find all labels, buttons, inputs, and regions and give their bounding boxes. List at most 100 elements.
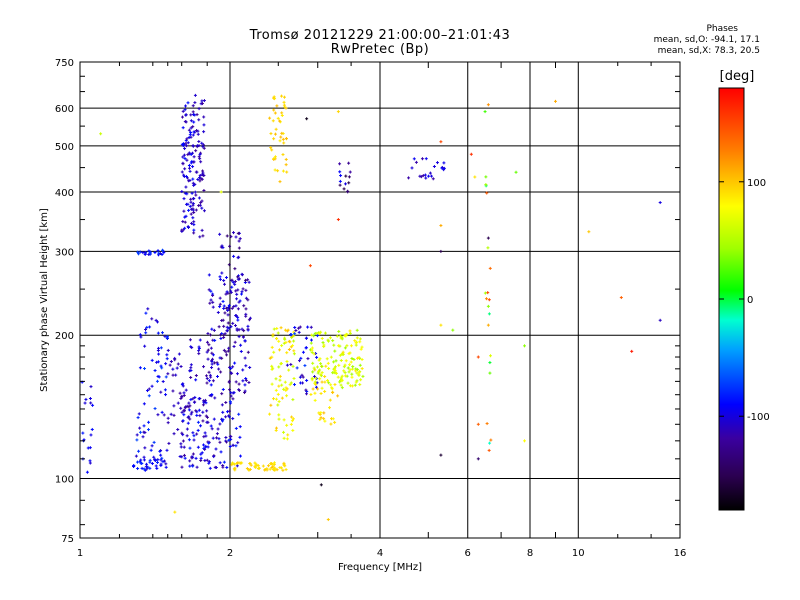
echo-point (340, 337, 344, 341)
echo-point (315, 381, 319, 385)
echo-point (360, 357, 364, 361)
echo-point (430, 174, 434, 178)
echo-point (150, 317, 154, 321)
echo-point (346, 381, 350, 385)
echo-point (279, 326, 283, 330)
echo-point (183, 456, 187, 460)
echo-point (295, 366, 299, 370)
echo-point (229, 391, 233, 395)
echo-point (219, 190, 223, 194)
echo-point (248, 462, 252, 466)
echo-point (88, 397, 92, 401)
echo-point (166, 421, 170, 425)
echo-point (148, 251, 152, 255)
echo-point (190, 346, 194, 350)
echo-point (189, 130, 193, 134)
echo-point (357, 356, 361, 360)
echo-point (149, 448, 153, 452)
echo-point (451, 328, 455, 332)
echo-point (184, 138, 188, 142)
echo-point (336, 394, 340, 398)
echo-point (186, 202, 190, 206)
echo-point (199, 424, 203, 428)
echo-point (217, 367, 221, 371)
echo-point (161, 460, 165, 464)
echo-point (188, 404, 192, 408)
echo-point (147, 420, 151, 424)
echo-point (218, 302, 222, 306)
echo-point (291, 364, 295, 368)
echo-point (211, 353, 215, 357)
echo-point (179, 406, 183, 410)
echo-point (303, 364, 307, 368)
echo-point (292, 330, 296, 334)
echo-point (146, 307, 150, 311)
echo-point (233, 324, 237, 328)
echo-point (339, 336, 343, 340)
echo-point (220, 271, 224, 275)
echo-point (268, 467, 272, 471)
echo-point (246, 278, 250, 282)
echo-point (196, 428, 200, 432)
echo-point (276, 331, 280, 335)
echo-point (223, 332, 227, 336)
echo-point (337, 329, 341, 333)
echo-point (200, 199, 204, 203)
y-tick-label: 300 (55, 247, 74, 258)
echo-point (165, 448, 169, 452)
echo-point (215, 432, 219, 436)
echo-point (139, 458, 143, 462)
echo-point (204, 401, 208, 405)
echo-point (309, 325, 313, 329)
echo-point (202, 443, 206, 447)
echo-point (181, 384, 185, 388)
echo-point (218, 422, 222, 426)
echo-point (156, 413, 160, 417)
echo-point (172, 432, 176, 436)
echo-point (304, 346, 308, 350)
echo-point (244, 378, 248, 382)
echo-point (243, 339, 247, 343)
echo-point (234, 235, 238, 239)
echo-point (248, 366, 252, 370)
echo-point (355, 379, 359, 383)
echo-point (207, 273, 211, 277)
echo-point (229, 371, 233, 375)
echo-point (189, 207, 193, 211)
echo-point (354, 369, 358, 373)
echo-point (347, 161, 351, 165)
echo-point (155, 460, 159, 464)
echo-point (197, 118, 201, 122)
echo-point (360, 345, 364, 349)
colorbar-tick-label: -100 (747, 412, 770, 423)
echo-point (206, 445, 210, 449)
echo-point (231, 280, 235, 284)
echo-point (285, 394, 289, 398)
echo-point (209, 289, 213, 293)
echo-point (439, 453, 443, 457)
echo-point (322, 417, 326, 421)
echo-point (439, 224, 443, 228)
echo-point (318, 332, 322, 336)
echo-point (147, 394, 151, 398)
echo-point (159, 453, 163, 457)
echo-point (192, 228, 196, 232)
echo-point (156, 348, 160, 352)
echo-point (143, 468, 147, 472)
echo-point (162, 413, 166, 417)
plot-frame (79, 61, 681, 539)
echo-point (274, 426, 278, 430)
echo-point (142, 467, 146, 471)
echo-point (285, 359, 289, 363)
echo-point (275, 327, 279, 331)
echo-point (240, 272, 244, 276)
echo-point (215, 374, 219, 378)
echo-point (343, 371, 347, 375)
echo-point (318, 377, 322, 381)
echo-point (421, 174, 425, 178)
echo-point (177, 352, 181, 356)
echo-point (338, 183, 342, 187)
echo-point (137, 412, 141, 416)
echo-point (348, 384, 352, 388)
